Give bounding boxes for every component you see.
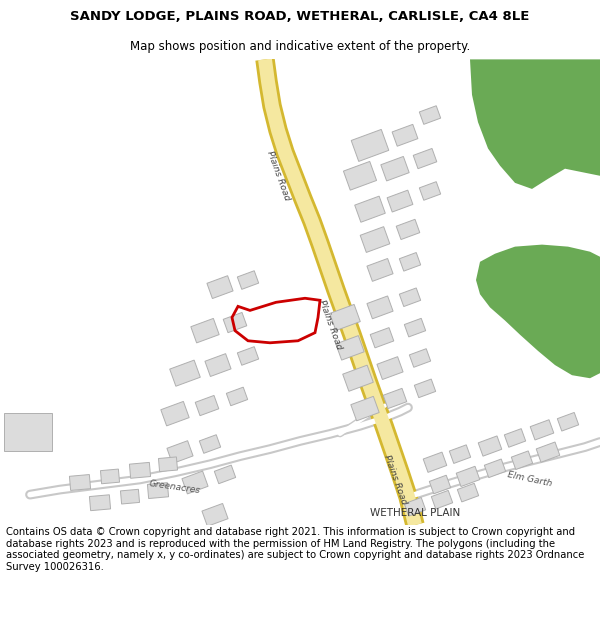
Bar: [223, 312, 247, 332]
Polygon shape: [470, 59, 600, 189]
Bar: [161, 401, 189, 426]
Bar: [367, 259, 393, 281]
Bar: [207, 276, 233, 299]
Bar: [238, 271, 259, 289]
Bar: [536, 442, 560, 462]
Bar: [351, 129, 389, 161]
Bar: [430, 475, 451, 494]
Bar: [396, 219, 420, 239]
Bar: [238, 347, 259, 365]
Bar: [404, 318, 425, 337]
Bar: [457, 483, 479, 502]
Bar: [423, 452, 447, 472]
Bar: [449, 445, 470, 464]
Bar: [170, 360, 200, 386]
Bar: [167, 441, 193, 464]
Text: SANDY LODGE, PLAINS ROAD, WETHERAL, CARLISLE, CA4 8LE: SANDY LODGE, PLAINS ROAD, WETHERAL, CARL…: [70, 10, 530, 23]
Bar: [415, 379, 436, 398]
Bar: [456, 466, 480, 486]
Text: Elm Garth: Elm Garth: [507, 471, 553, 489]
Bar: [484, 459, 506, 478]
Bar: [199, 435, 221, 453]
Bar: [381, 156, 409, 181]
Bar: [478, 436, 502, 456]
Bar: [367, 296, 393, 319]
Bar: [431, 491, 452, 509]
Text: Plains Road: Plains Road: [317, 299, 343, 351]
Bar: [355, 196, 385, 222]
Bar: [409, 349, 431, 368]
Bar: [370, 328, 394, 348]
Bar: [387, 190, 413, 212]
Bar: [343, 161, 377, 190]
Bar: [419, 106, 440, 124]
Bar: [377, 357, 403, 379]
Bar: [148, 482, 169, 499]
Bar: [530, 420, 554, 440]
Bar: [343, 365, 373, 391]
Text: Plains Road: Plains Road: [382, 453, 408, 506]
Bar: [205, 354, 231, 376]
Bar: [330, 304, 360, 331]
Bar: [130, 462, 151, 478]
Bar: [400, 253, 421, 271]
Bar: [89, 495, 110, 511]
Text: Map shows position and indicative extent of the property.: Map shows position and indicative extent…: [130, 40, 470, 52]
Bar: [505, 429, 526, 448]
Text: Plains Road: Plains Road: [265, 150, 291, 202]
Text: Greenacres: Greenacres: [149, 479, 202, 496]
Bar: [360, 227, 390, 253]
Bar: [392, 124, 418, 146]
Bar: [413, 149, 437, 169]
Text: WETHERAL PLAIN: WETHERAL PLAIN: [370, 508, 460, 518]
Bar: [202, 504, 228, 526]
Bar: [191, 318, 219, 343]
Bar: [383, 388, 407, 409]
Bar: [100, 469, 119, 484]
Bar: [351, 396, 379, 421]
Bar: [158, 457, 178, 472]
Bar: [195, 396, 219, 416]
Bar: [214, 465, 236, 484]
Bar: [121, 489, 140, 504]
Bar: [226, 387, 248, 406]
Bar: [419, 182, 440, 200]
Bar: [182, 471, 208, 494]
Bar: [404, 498, 425, 516]
Polygon shape: [476, 244, 600, 378]
Bar: [557, 412, 578, 431]
Bar: [4, 412, 52, 451]
Text: Contains OS data © Crown copyright and database right 2021. This information is : Contains OS data © Crown copyright and d…: [6, 527, 584, 572]
Bar: [400, 288, 421, 306]
Bar: [70, 474, 91, 491]
Bar: [511, 451, 533, 469]
Bar: [336, 336, 364, 360]
